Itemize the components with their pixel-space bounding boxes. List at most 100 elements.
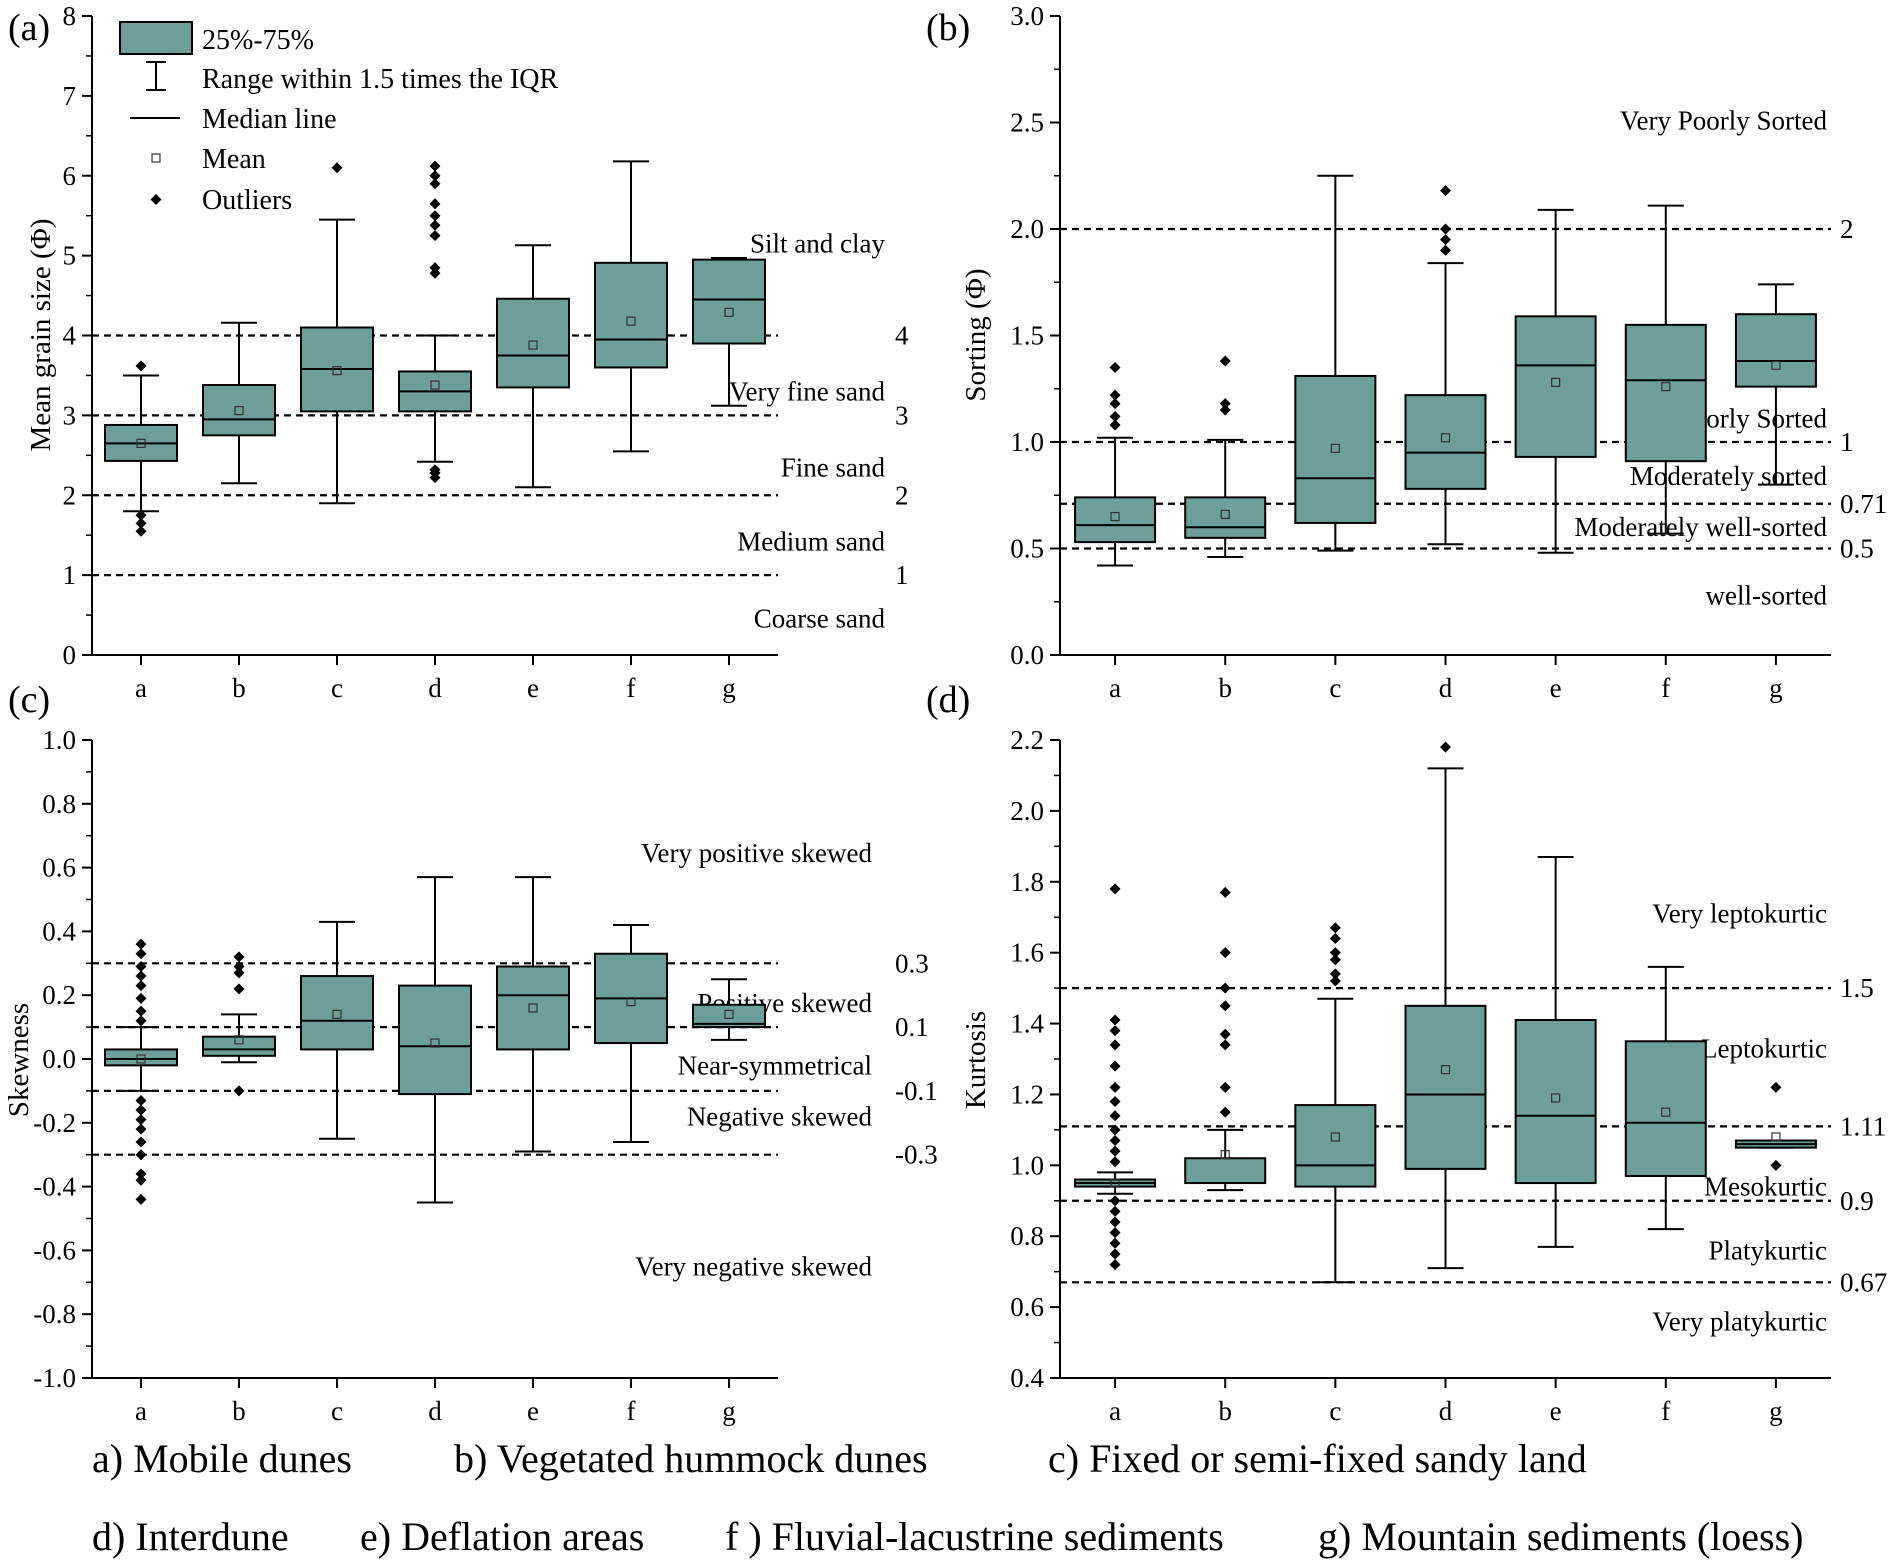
reference-line-label: 1 [1840,427,1854,457]
zone-label: Leptokurtic [1701,1033,1827,1063]
legend: 25%-75% Range within 1.5 times the IQR Med… [119,21,559,216]
outlier-point [233,983,245,995]
caption-b: b) Vegetated hummock dunes [454,1436,928,1481]
reference-line-label: 0.1 [895,1012,929,1042]
box-group-e [496,244,570,489]
iqr-box [202,384,276,437]
panel-label: (c) [8,679,50,721]
box-group-f [594,160,668,453]
box-group-b [1184,886,1267,1192]
mean-marker [1220,509,1230,520]
reference-line-label: 1.11 [1840,1111,1886,1141]
x-tick-label: g [722,1396,736,1426]
iqr-box [1404,1004,1487,1170]
mean-marker [626,316,636,326]
iqr-box [692,1003,766,1029]
outlier-point [429,267,441,279]
outlier-point [1109,1145,1121,1157]
caption-f: f ) Fluvial-lacustrine sediments [725,1514,1224,1559]
box-group-g [1734,283,1817,486]
mean-marker [430,380,440,390]
mean-marker [1661,1107,1671,1117]
outlier-point [1770,1081,1782,1093]
outlier-point [1219,1039,1231,1051]
x-tick-label: b [1218,673,1232,703]
iqr-box [1074,496,1157,544]
x-tick-label: b [1218,1396,1232,1426]
outlier-point [135,1168,147,1180]
y-tick-label: 2 [63,480,77,510]
panel-d-kurtosis: 0.67 0.9 1.11 1.5 Very leptokurtic Leptokurti… [926,679,1887,1426]
y-tick-label: -0.4 [33,1172,76,1202]
outlier-point [1770,1159,1782,1171]
reference-line-label: 2 [1840,214,1854,244]
outlier-point [135,1136,147,1148]
legend-mean-swatch [151,153,161,163]
y-tick-label: 0.0 [42,1044,76,1074]
reference-line-label: 0.67 [1840,1267,1887,1297]
outlier-point [1329,954,1341,966]
outlier-point [429,210,441,222]
outlier-point [1109,1205,1121,1217]
zone-label: Fine sand [781,452,886,482]
y-tick-label: 0.8 [42,789,76,819]
mean-marker [626,996,636,1007]
reference-line-label: -0.3 [895,1140,938,1170]
outlier-point [1109,883,1121,895]
outlier-point [135,1104,147,1116]
x-tick-label: a [135,673,147,703]
outlier-point [1219,398,1231,410]
iqr-box [594,261,668,369]
outlier-point [429,178,441,190]
mean-marker [1330,1132,1340,1142]
outlier-point [1219,1081,1231,1093]
box-group-d [1404,741,1487,1270]
caption-e: e) Deflation areas [360,1514,645,1559]
x-tick-label: b [232,1396,246,1426]
y-tick-label: 2.0 [1010,214,1044,244]
reference-line-label: 0.9 [1840,1186,1874,1216]
box-group-f [594,924,668,1143]
mean-marker [1440,433,1451,443]
y-tick-label: 8 [63,1,77,31]
outlier-point [1219,1106,1231,1118]
reference-line-label: 1 [895,560,909,590]
x-tick-label: f [1661,673,1670,703]
legend-box-swatch [119,21,193,55]
y-tick-label: 0.2 [42,980,76,1010]
caption-c: c) Fixed or semi-fixed sandy land [1048,1436,1587,1481]
outlier-point [1109,1039,1121,1051]
x-tick-label: c [1329,673,1341,703]
panel-label: (d) [926,679,970,721]
panel-label: (a) [8,7,50,49]
y-tick-label: 1.0 [1010,427,1044,457]
y-tick-label: 4 [63,321,77,351]
y-tick-label: 0.6 [1010,1292,1044,1322]
x-tick-label: d [428,673,442,703]
caption-g: g) Mountain sediments (loess) [1318,1514,1804,1559]
box-group-a [104,938,178,1205]
legend-outlier-label: Outliers [202,185,292,216]
y-tick-label: 1.6 [1010,938,1044,968]
box-group-a [104,360,178,537]
y-tick-label: 1.4 [1010,1009,1044,1039]
y-tick-label: 3.0 [1010,1,1044,31]
mean-marker [1771,360,1781,370]
y-axis-label: Mean grain size (Φ) [25,219,57,452]
iqr-box [104,1048,178,1067]
outlier-point [1109,1237,1121,1249]
y-tick-label: 1 [63,560,77,590]
zone-label: Very fine sand [729,376,885,406]
mean-marker [234,405,244,416]
outlier-point [1109,419,1121,431]
outlier-point [1109,1014,1121,1026]
y-tick-label: -1.0 [33,1363,76,1393]
x-tick-label: f [627,1396,636,1426]
outlier-point [1109,1124,1121,1136]
outlier-point [135,1123,147,1135]
box-group-c [300,162,374,505]
iqr-box [300,975,374,1051]
box-group-e [1514,855,1597,1248]
outlier-point [135,1174,147,1186]
